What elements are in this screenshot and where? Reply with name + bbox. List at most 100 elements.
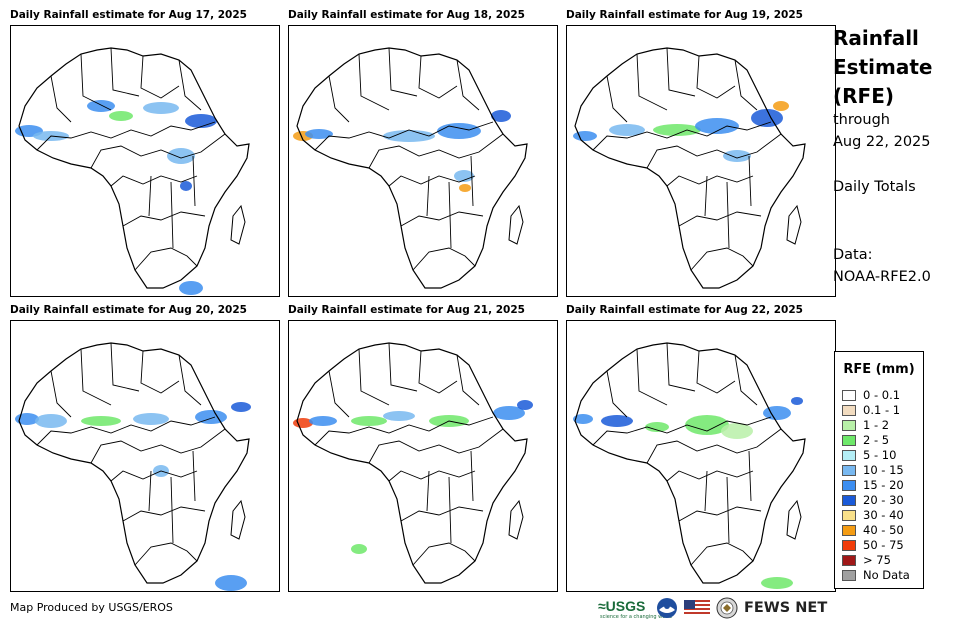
madagascar-outline	[508, 204, 524, 245]
panel-title: Daily Rainfall estimate for Aug 20, 2025	[10, 304, 247, 316]
data-source-value: NOAA-RFE2.0	[833, 269, 931, 285]
country-border	[412, 542, 476, 566]
country-border	[368, 133, 504, 169]
country-border	[148, 175, 152, 217]
rainfall-area	[383, 130, 435, 142]
legend-swatch	[842, 554, 856, 566]
rainfall-area	[773, 101, 789, 111]
legend-row: 5 - 10	[842, 448, 896, 462]
rainfall-area	[185, 114, 217, 128]
legend-label: 50 - 75	[863, 538, 904, 552]
legend-swatch	[842, 494, 856, 506]
country-border	[690, 542, 754, 566]
country-border	[400, 506, 484, 522]
legend-swatch	[842, 509, 856, 521]
rainfall-area	[35, 414, 67, 428]
legend-swatch	[842, 539, 856, 551]
country-border	[678, 211, 762, 227]
through-date: through Aug 22, 2025	[833, 109, 963, 153]
country-border	[140, 55, 180, 99]
country-border	[418, 55, 458, 99]
panel-title: Daily Rainfall estimate for Aug 21, 2025	[288, 304, 525, 316]
legend-swatch	[842, 479, 856, 491]
us-flag-icon	[684, 600, 710, 616]
rainfall-area	[493, 406, 525, 420]
country-border	[148, 470, 152, 512]
country-border	[90, 133, 226, 169]
rainfall-area	[609, 124, 645, 136]
country-border	[388, 47, 418, 97]
country-border	[690, 247, 754, 271]
country-border	[646, 428, 782, 464]
legend-row: 40 - 50	[842, 523, 904, 537]
madagascar-outline	[230, 204, 246, 245]
legend-label: No Data	[863, 568, 910, 582]
rainfall-area	[437, 123, 481, 139]
country-border	[448, 181, 452, 249]
panel-title: Daily Rainfall estimate for Aug 17, 2025	[10, 9, 247, 21]
country-border	[122, 211, 206, 227]
country-border	[36, 121, 216, 151]
rainfall-area	[459, 184, 471, 192]
rainfall-area	[309, 416, 337, 426]
legend-label: 40 - 50	[863, 523, 904, 537]
legend-swatch	[842, 389, 856, 401]
africa-map	[15, 342, 251, 591]
country-border	[314, 416, 494, 446]
legend-label: 0 - 0.1	[863, 388, 901, 402]
country-border	[470, 450, 474, 502]
legend-swatch	[842, 434, 856, 446]
usgs-tagline: science for a changing world	[600, 614, 672, 620]
rainfall-area	[695, 118, 739, 134]
africa-map	[293, 342, 533, 584]
country-border	[388, 342, 418, 392]
country-border	[110, 470, 198, 482]
africa-coastline	[296, 47, 528, 289]
rainfall-map	[10, 320, 280, 592]
country-border	[178, 59, 202, 111]
country-border	[456, 354, 480, 406]
rainfall-area	[293, 418, 313, 428]
rainfall-area	[763, 406, 791, 420]
country-border	[606, 370, 628, 418]
country-border	[636, 348, 668, 406]
legend-label: 0.1 - 1	[863, 403, 901, 417]
rainfall-map	[566, 320, 836, 592]
country-border	[358, 348, 390, 406]
country-border	[314, 121, 494, 151]
rainfall-area	[723, 150, 751, 162]
country-border	[734, 59, 758, 111]
rainfall-area	[791, 397, 803, 405]
country-border	[358, 53, 390, 111]
legend-label: 30 - 40	[863, 508, 904, 522]
rainfall-area	[15, 413, 39, 425]
rainfall-area	[231, 402, 251, 412]
rainfall-area	[167, 148, 195, 164]
country-border	[748, 155, 752, 207]
figure-title: Rainfall Estimate (RFE)	[833, 24, 963, 111]
country-border	[50, 75, 72, 123]
rainfall-area	[761, 577, 793, 589]
legend-row: 15 - 20	[842, 478, 904, 492]
rainfall-area	[685, 415, 729, 435]
rainfall-area	[645, 422, 669, 432]
madagascar-outline	[230, 499, 246, 540]
africa-map	[15, 47, 250, 295]
country-border	[666, 175, 754, 187]
country-border	[192, 450, 196, 502]
country-border	[110, 342, 140, 392]
country-border	[90, 428, 226, 464]
country-border	[170, 476, 174, 544]
country-border	[192, 155, 196, 207]
madagascar-outline	[508, 499, 524, 540]
country-border	[696, 55, 736, 99]
country-border	[704, 470, 708, 512]
country-border	[110, 175, 198, 187]
country-border	[140, 350, 180, 394]
madagascar-outline	[786, 499, 802, 540]
rainfall-area	[573, 414, 593, 424]
rainfall-map	[566, 25, 836, 297]
country-border	[646, 133, 782, 169]
map-credit: Map Produced by USGS/EROS	[10, 601, 173, 614]
